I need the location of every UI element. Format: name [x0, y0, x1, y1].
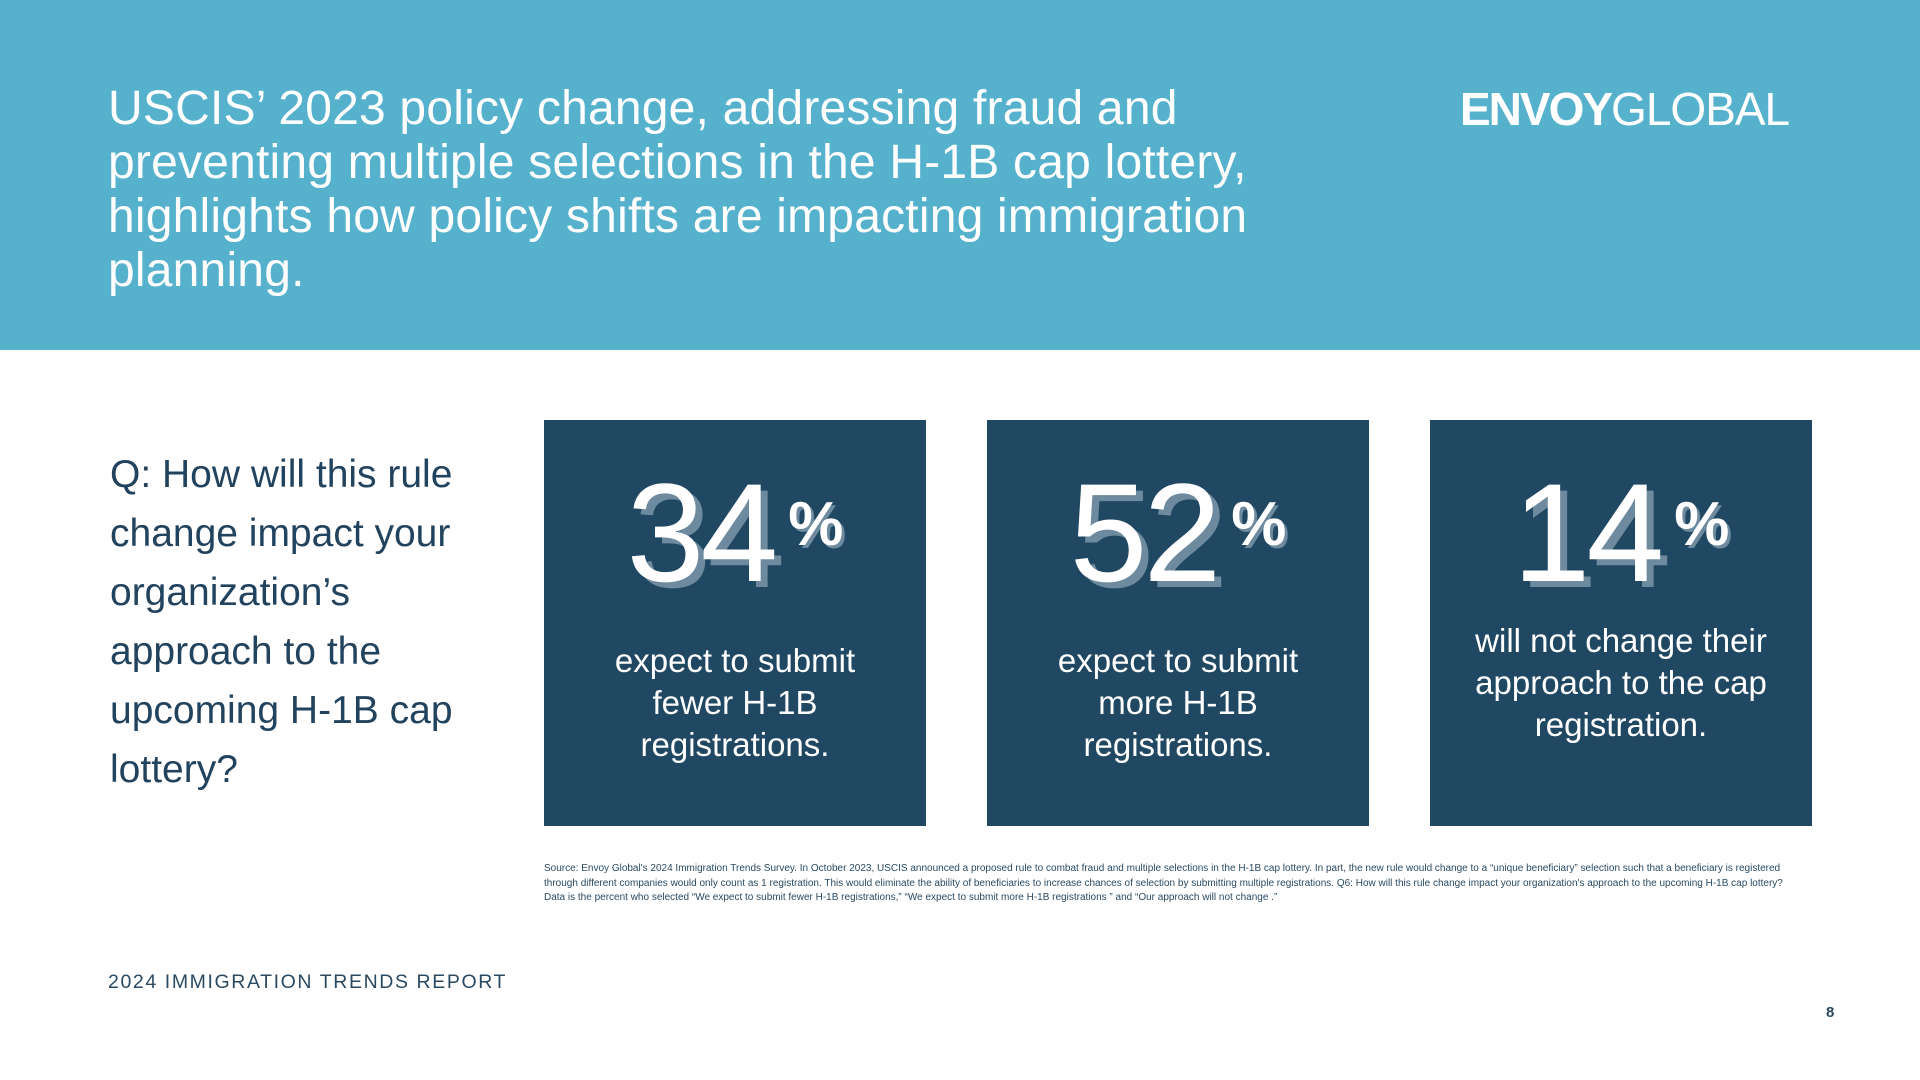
stat-card-fewer: 34 % expect to submit fewer H-1B registr… — [544, 420, 926, 826]
stat-value: 34 % — [544, 454, 926, 611]
header-banner: USCIS’ 2023 policy change, addressing fr… — [0, 0, 1920, 350]
stat-value: 52 % — [987, 454, 1369, 611]
percent-sign: % — [1231, 490, 1287, 559]
stat-card-more: 52 % expect to submit more H-1B registra… — [987, 420, 1369, 826]
logo-bold-text: ENVOY — [1460, 83, 1613, 135]
envoy-global-logo: ENVOYGLOBAL — [1460, 82, 1790, 136]
survey-question: Q: How will this rule change impact your… — [110, 453, 453, 791]
stat-description: will not change their approach to the ca… — [1475, 622, 1767, 743]
stat-description: expect to submit more H-1B registrations… — [1057, 642, 1299, 763]
page-number: 8 — [1826, 1004, 1835, 1021]
report-title-footer: 2024 IMMIGRATION TRENDS REPORT — [108, 971, 508, 993]
percent-sign: % — [1674, 490, 1730, 559]
stat-value: 14 % — [1430, 454, 1812, 611]
stat-card-no-change: 14 % will not change their approach to t… — [1430, 420, 1812, 826]
stat-number: 34 — [626, 454, 779, 611]
stat-number: 14 — [1512, 454, 1665, 611]
source-footnote: Source: Envoy Global's 2024 Immigration … — [544, 863, 1783, 903]
logo-light-text: GLOBAL — [1611, 83, 1790, 135]
stat-description: expect to submit fewer H-1B registration… — [614, 642, 856, 763]
page-title: USCIS’ 2023 policy change, addressing fr… — [108, 82, 1248, 297]
stat-number: 52 — [1069, 454, 1222, 611]
percent-sign: % — [788, 490, 844, 559]
